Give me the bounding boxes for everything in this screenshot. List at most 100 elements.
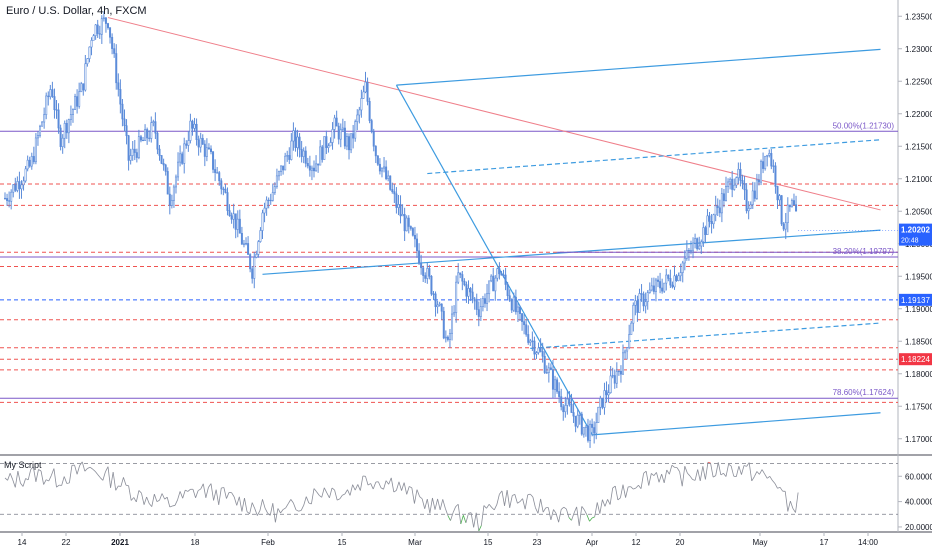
oscillator-segment <box>434 498 438 510</box>
candle-body <box>764 155 767 169</box>
candle-body <box>533 340 536 355</box>
oscillator-segment <box>774 483 778 489</box>
oscillator-segment <box>707 461 711 464</box>
osc-tick-label: 40.00000 <box>905 498 932 507</box>
candle-body <box>580 413 583 435</box>
candle-body <box>525 324 528 335</box>
oscillator-segment <box>35 469 39 482</box>
candle-body <box>315 163 318 172</box>
candle-body <box>177 161 180 178</box>
oscillator-segment <box>604 499 608 507</box>
candle-body <box>228 210 231 217</box>
candle-body <box>469 288 472 293</box>
oscillator-segment <box>264 508 269 514</box>
oscillator-segment <box>741 465 745 475</box>
candle-body <box>749 204 752 209</box>
candle-body <box>741 180 744 184</box>
candle-body <box>282 165 285 171</box>
oscillator-segment <box>84 468 88 472</box>
candle-body <box>67 119 70 134</box>
oscillator-segment <box>156 499 160 502</box>
candle-body <box>432 293 435 295</box>
candle-body <box>434 293 437 308</box>
candle-body <box>358 109 361 116</box>
candle-body <box>467 288 470 297</box>
oscillator-segment <box>48 475 52 482</box>
candle-body <box>733 184 736 190</box>
oscillator-segment <box>630 486 634 490</box>
oscillator-segment <box>414 489 418 504</box>
oscillator-segment <box>614 485 619 501</box>
candle-body <box>397 204 400 208</box>
oscillator-segment <box>409 486 413 489</box>
candle-body <box>61 137 64 147</box>
candle-body <box>745 189 748 212</box>
oscillator-segment <box>238 496 243 512</box>
candle-body <box>214 169 217 173</box>
oscillator-segment <box>766 476 771 479</box>
oscillator-segment <box>169 505 173 508</box>
candle-body <box>251 268 254 279</box>
candle-body <box>325 136 328 148</box>
candle-body <box>111 36 114 49</box>
oscillator-segment <box>486 504 490 509</box>
candle-body <box>418 250 421 264</box>
oscillator-segment <box>697 469 701 482</box>
oscillator-segment <box>563 506 567 510</box>
oscillator-segment <box>684 466 688 474</box>
candle-body <box>510 300 513 311</box>
oscillator-segment <box>347 489 351 496</box>
candle-body <box>440 303 443 312</box>
oscillator-segment <box>290 499 294 504</box>
oscillator-segment <box>553 509 557 514</box>
candle-body <box>657 279 660 282</box>
time-tick-label: 22 <box>62 538 71 547</box>
candle-body <box>401 214 404 217</box>
candle-body <box>551 369 554 390</box>
price-tick-label: 1.18500 <box>905 337 932 346</box>
oscillator-segment <box>491 507 495 511</box>
candle-body <box>133 148 136 153</box>
candle-body <box>788 204 791 208</box>
candle-body <box>481 298 484 308</box>
red-level-badge <box>899 353 932 366</box>
candle-body <box>329 142 332 147</box>
oscillator-segment <box>576 506 580 526</box>
candle-body <box>591 423 594 428</box>
oscillator-segment <box>452 506 456 513</box>
oscillator-segment <box>357 484 361 491</box>
candle-body <box>444 336 447 339</box>
oscillator-segment <box>638 485 642 489</box>
blue-level-badge <box>899 293 932 306</box>
oscillator-segment <box>591 516 595 519</box>
candle-body <box>413 235 416 240</box>
oscillator-segment <box>125 484 129 487</box>
oscillator-segment <box>118 485 121 487</box>
oscillator-segment <box>663 469 668 483</box>
oscillator-segment <box>38 469 42 472</box>
candle-body <box>280 165 283 173</box>
candle-body <box>265 199 268 209</box>
oscillator-segment <box>746 462 750 467</box>
candle-body <box>731 178 734 190</box>
indicator-title-text: My Script <box>4 460 42 470</box>
candle-body <box>104 17 107 24</box>
fib-level-label: 78.60%(1.17624) <box>833 388 895 397</box>
oscillator-segment <box>687 472 691 477</box>
candle-body <box>57 109 60 129</box>
candle-body <box>323 136 326 160</box>
candle-body <box>294 130 297 148</box>
oscillator-segment <box>285 503 289 509</box>
oscillator-segment <box>640 473 644 489</box>
candle-body <box>224 188 227 193</box>
candle-body <box>531 340 534 342</box>
candle-body <box>121 103 124 120</box>
time-tick-label: 18 <box>191 538 200 547</box>
candle-body <box>681 262 684 273</box>
candle-body <box>197 139 200 148</box>
candle-body <box>14 184 17 191</box>
candle-body <box>125 125 128 137</box>
candle-body <box>308 165 311 171</box>
oscillator-segment <box>56 484 60 488</box>
